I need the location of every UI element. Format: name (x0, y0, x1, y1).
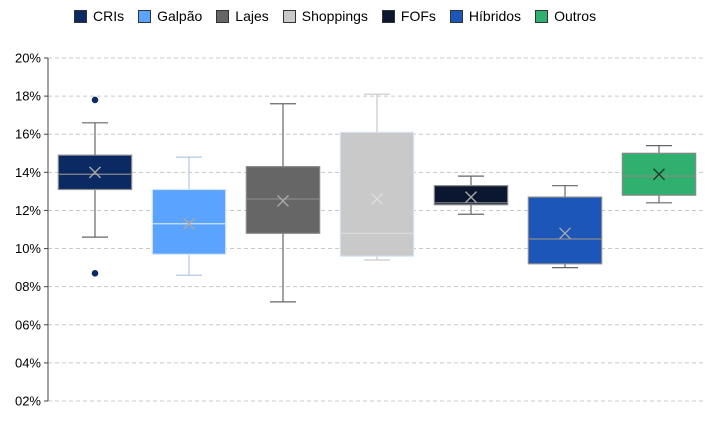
legend-swatch (381, 9, 395, 23)
y-tick-label: 12% (15, 203, 41, 218)
legend-swatch (138, 9, 152, 23)
y-tick-label: 16% (15, 127, 41, 142)
mean-marker (371, 193, 383, 206)
legend-swatch (535, 9, 549, 23)
legend-item-2: Lajes (216, 8, 269, 24)
outlier-point (91, 270, 99, 277)
legend-item-0: CRIs (74, 8, 124, 24)
y-axis: 20% 18% 16% 14% 12% 10% 08% 06% 04% 02% (15, 51, 49, 409)
chart-legend: CRIs Galpão Lajes Shoppings FOFs Híbridos Outr… (74, 8, 610, 24)
box-iqr (151, 188, 227, 255)
legend-label: Híbridos (468, 8, 522, 24)
y-tick-label: 04% (15, 355, 41, 370)
box-lajes (245, 103, 321, 303)
legend-item-3: Shoppings (282, 8, 368, 24)
legend-label: Galpão (157, 8, 203, 24)
box-iqr (433, 185, 509, 206)
legend-label: Lajes (235, 8, 269, 24)
legend-label: CRIs (93, 8, 125, 24)
box-iqr (527, 196, 603, 265)
box-iqr (245, 166, 321, 234)
legend-item-1: Galpão (138, 8, 202, 24)
y-tick-label: 14% (15, 165, 41, 180)
y-tick-label: 18% (15, 89, 41, 104)
y-tick-label: 20% (15, 51, 41, 66)
box-outros (621, 145, 697, 204)
legend-item-4: FOFs (381, 8, 436, 24)
y-tick-label: 02% (15, 394, 41, 409)
box-fofs (433, 175, 509, 215)
legend-item-5: Híbridos (449, 8, 522, 24)
legend-label: Shoppings (301, 8, 368, 24)
mean-marker (89, 166, 101, 179)
y-tick-label: 08% (15, 279, 41, 294)
mean-marker (465, 191, 477, 204)
box-galpão (151, 156, 227, 276)
box-shoppings (339, 93, 415, 261)
legend-swatch (74, 9, 87, 23)
boxes (57, 93, 697, 303)
box-híbridos (527, 185, 603, 269)
y-tick-label: 06% (15, 317, 41, 332)
mean-marker (277, 194, 289, 207)
legend-swatch (216, 9, 230, 23)
outlier-point (91, 96, 99, 104)
legend-label: FOFs (400, 8, 436, 24)
legend-swatch (282, 9, 296, 23)
mean-marker (653, 168, 665, 181)
box-iqr (339, 131, 415, 257)
legend-swatch (449, 9, 463, 23)
mean-marker (559, 227, 571, 240)
mean-marker (183, 217, 195, 230)
legend-item-6: Outros (535, 8, 596, 24)
y-tick-label: 10% (15, 241, 41, 256)
box-cris (57, 96, 133, 277)
legend-label: Outros (554, 8, 597, 24)
